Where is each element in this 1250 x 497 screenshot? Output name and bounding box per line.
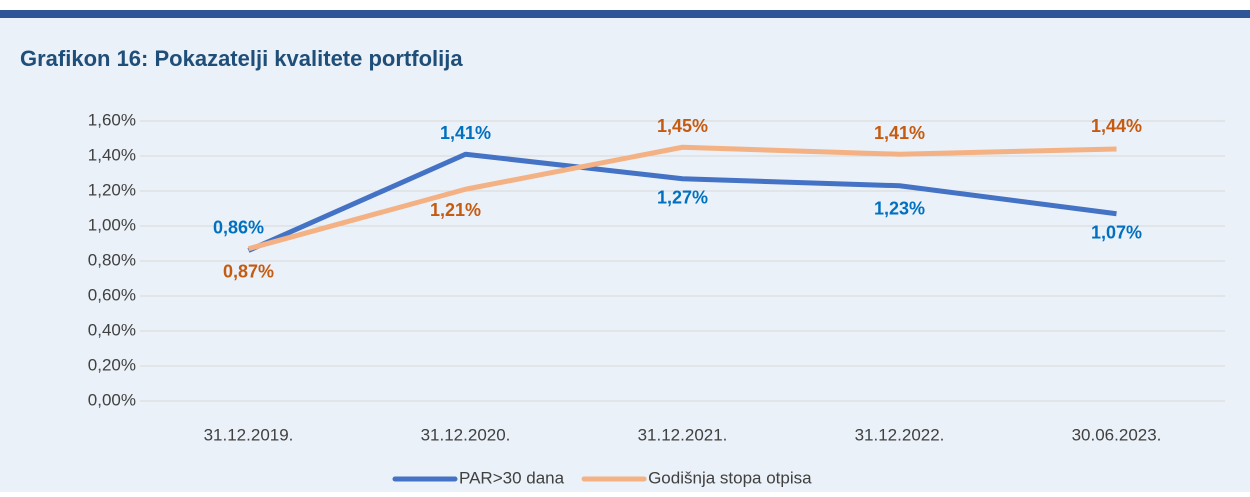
panel [0,18,1250,492]
line [247,144,1117,252]
x-tick-label: 31.12.2020. [421,425,511,444]
x-tick-label: 31.12.2021. [638,425,728,444]
y-tick-label: 1,40% [88,145,136,164]
y-tick-label: 1,00% [88,215,136,234]
data-label: 1,41% [440,123,491,143]
data-label: 1,23% [874,199,925,219]
y-tick-label: 0,80% [88,250,136,269]
y-tick-label: 1,20% [88,180,136,199]
data-label: 1,41% [874,123,925,143]
data-label: 1,27% [657,188,708,208]
data-label: 1,21% [430,200,481,220]
legend-label: Godišnja stopa otpisa [648,468,812,487]
legend-label: PAR>30 dana [459,468,565,487]
x-tick-label: 31.12.2022. [855,425,945,444]
data-label: 0,87% [223,262,274,282]
y-tick-label: 1,60% [88,110,136,129]
data-label: 1,45% [657,116,708,136]
line [247,151,1117,253]
data-label: 0,86% [213,217,264,237]
x-tick-label: 30.06.2023. [1072,425,1162,444]
top-bar [0,10,1250,18]
data-label: 1,44% [1091,116,1142,136]
y-tick-label: 0,40% [88,320,136,339]
y-tick-label: 0,20% [88,355,136,374]
x-tick-label: 31.12.2019. [204,425,294,444]
data-label: 1,07% [1091,223,1142,243]
y-tick-label: 0,00% [88,390,136,409]
y-tick-label: 0,60% [88,285,136,304]
chart-title: Grafikon 16: Pokazatelji kvalitete portf… [20,46,463,71]
